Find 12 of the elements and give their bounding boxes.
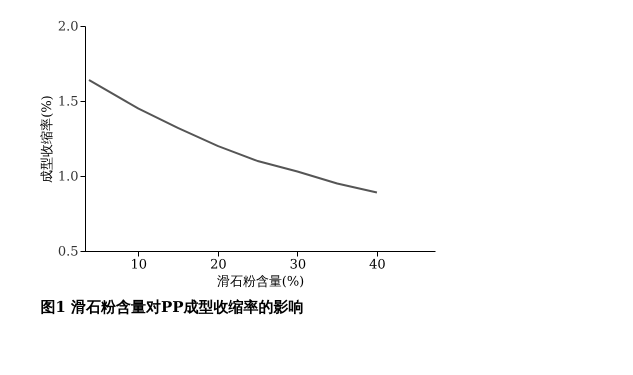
x-axis-title: 滑石粉含量(%) [216, 274, 304, 290]
x-tick-label: 10 [130, 258, 148, 272]
y-tick-label: 2.0 [58, 20, 78, 34]
x-tick-label: 30 [290, 258, 306, 272]
y-axis-title: 成型收缩率(%) [38, 95, 55, 183]
text: 图1 滑石粉含量对PP成型收缩率的影响 [40, 298, 304, 316]
x-tick-label: 20 [210, 258, 227, 272]
y-tick-label: 0.5 [58, 244, 78, 260]
y-tick-label: 1.5 [58, 94, 78, 110]
y-tick-label: 1.0 [58, 170, 78, 184]
x-tick-label: 40 [369, 258, 386, 272]
line-series [88, 79, 378, 194]
